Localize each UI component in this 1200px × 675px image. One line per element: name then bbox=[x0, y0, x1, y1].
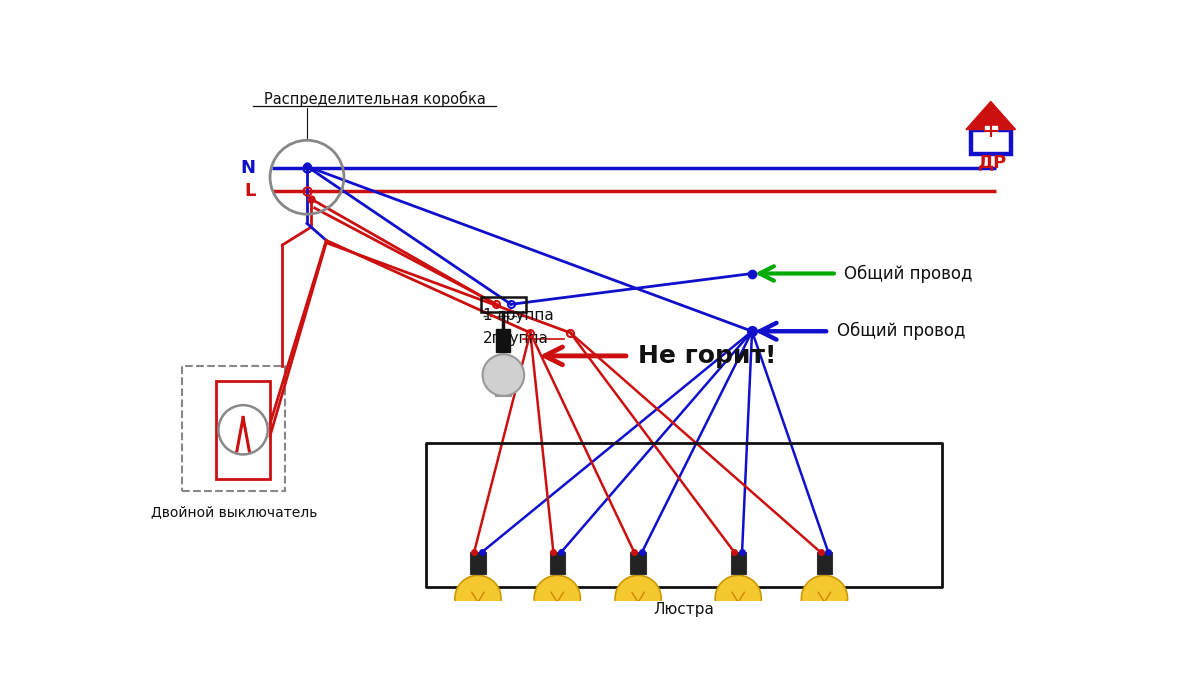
Text: L: L bbox=[244, 182, 256, 200]
Circle shape bbox=[802, 575, 847, 622]
Text: Распределительная коробка: Распределительная коробка bbox=[264, 90, 486, 107]
Text: 2группа: 2группа bbox=[482, 331, 548, 346]
Circle shape bbox=[455, 575, 502, 622]
Bar bbox=[630, 552, 646, 574]
Text: Общий провод: Общий провод bbox=[845, 265, 973, 283]
Bar bbox=[470, 552, 486, 574]
Bar bbox=[497, 329, 510, 352]
Bar bbox=[182, 366, 286, 491]
Text: N: N bbox=[240, 159, 256, 177]
Bar bbox=[817, 552, 832, 574]
Circle shape bbox=[614, 575, 661, 622]
Text: Не горит!: Не горит! bbox=[638, 344, 776, 368]
Polygon shape bbox=[966, 101, 1015, 130]
Bar bbox=[985, 126, 997, 136]
Text: ДР: ДР bbox=[978, 153, 1007, 171]
Text: Двойной выключатель: Двойной выключатель bbox=[151, 506, 317, 519]
Bar bbox=[426, 443, 942, 587]
Circle shape bbox=[534, 575, 581, 622]
Text: Общий провод: Общий провод bbox=[836, 322, 965, 340]
Bar bbox=[216, 381, 270, 479]
Circle shape bbox=[715, 575, 761, 622]
Bar bbox=[971, 130, 1010, 155]
Bar bbox=[731, 552, 746, 574]
Bar bbox=[481, 296, 526, 312]
Text: Люстра: Люстра bbox=[654, 602, 715, 618]
Text: 1 группа: 1 группа bbox=[482, 308, 553, 323]
Circle shape bbox=[482, 354, 524, 396]
Bar bbox=[550, 552, 565, 574]
